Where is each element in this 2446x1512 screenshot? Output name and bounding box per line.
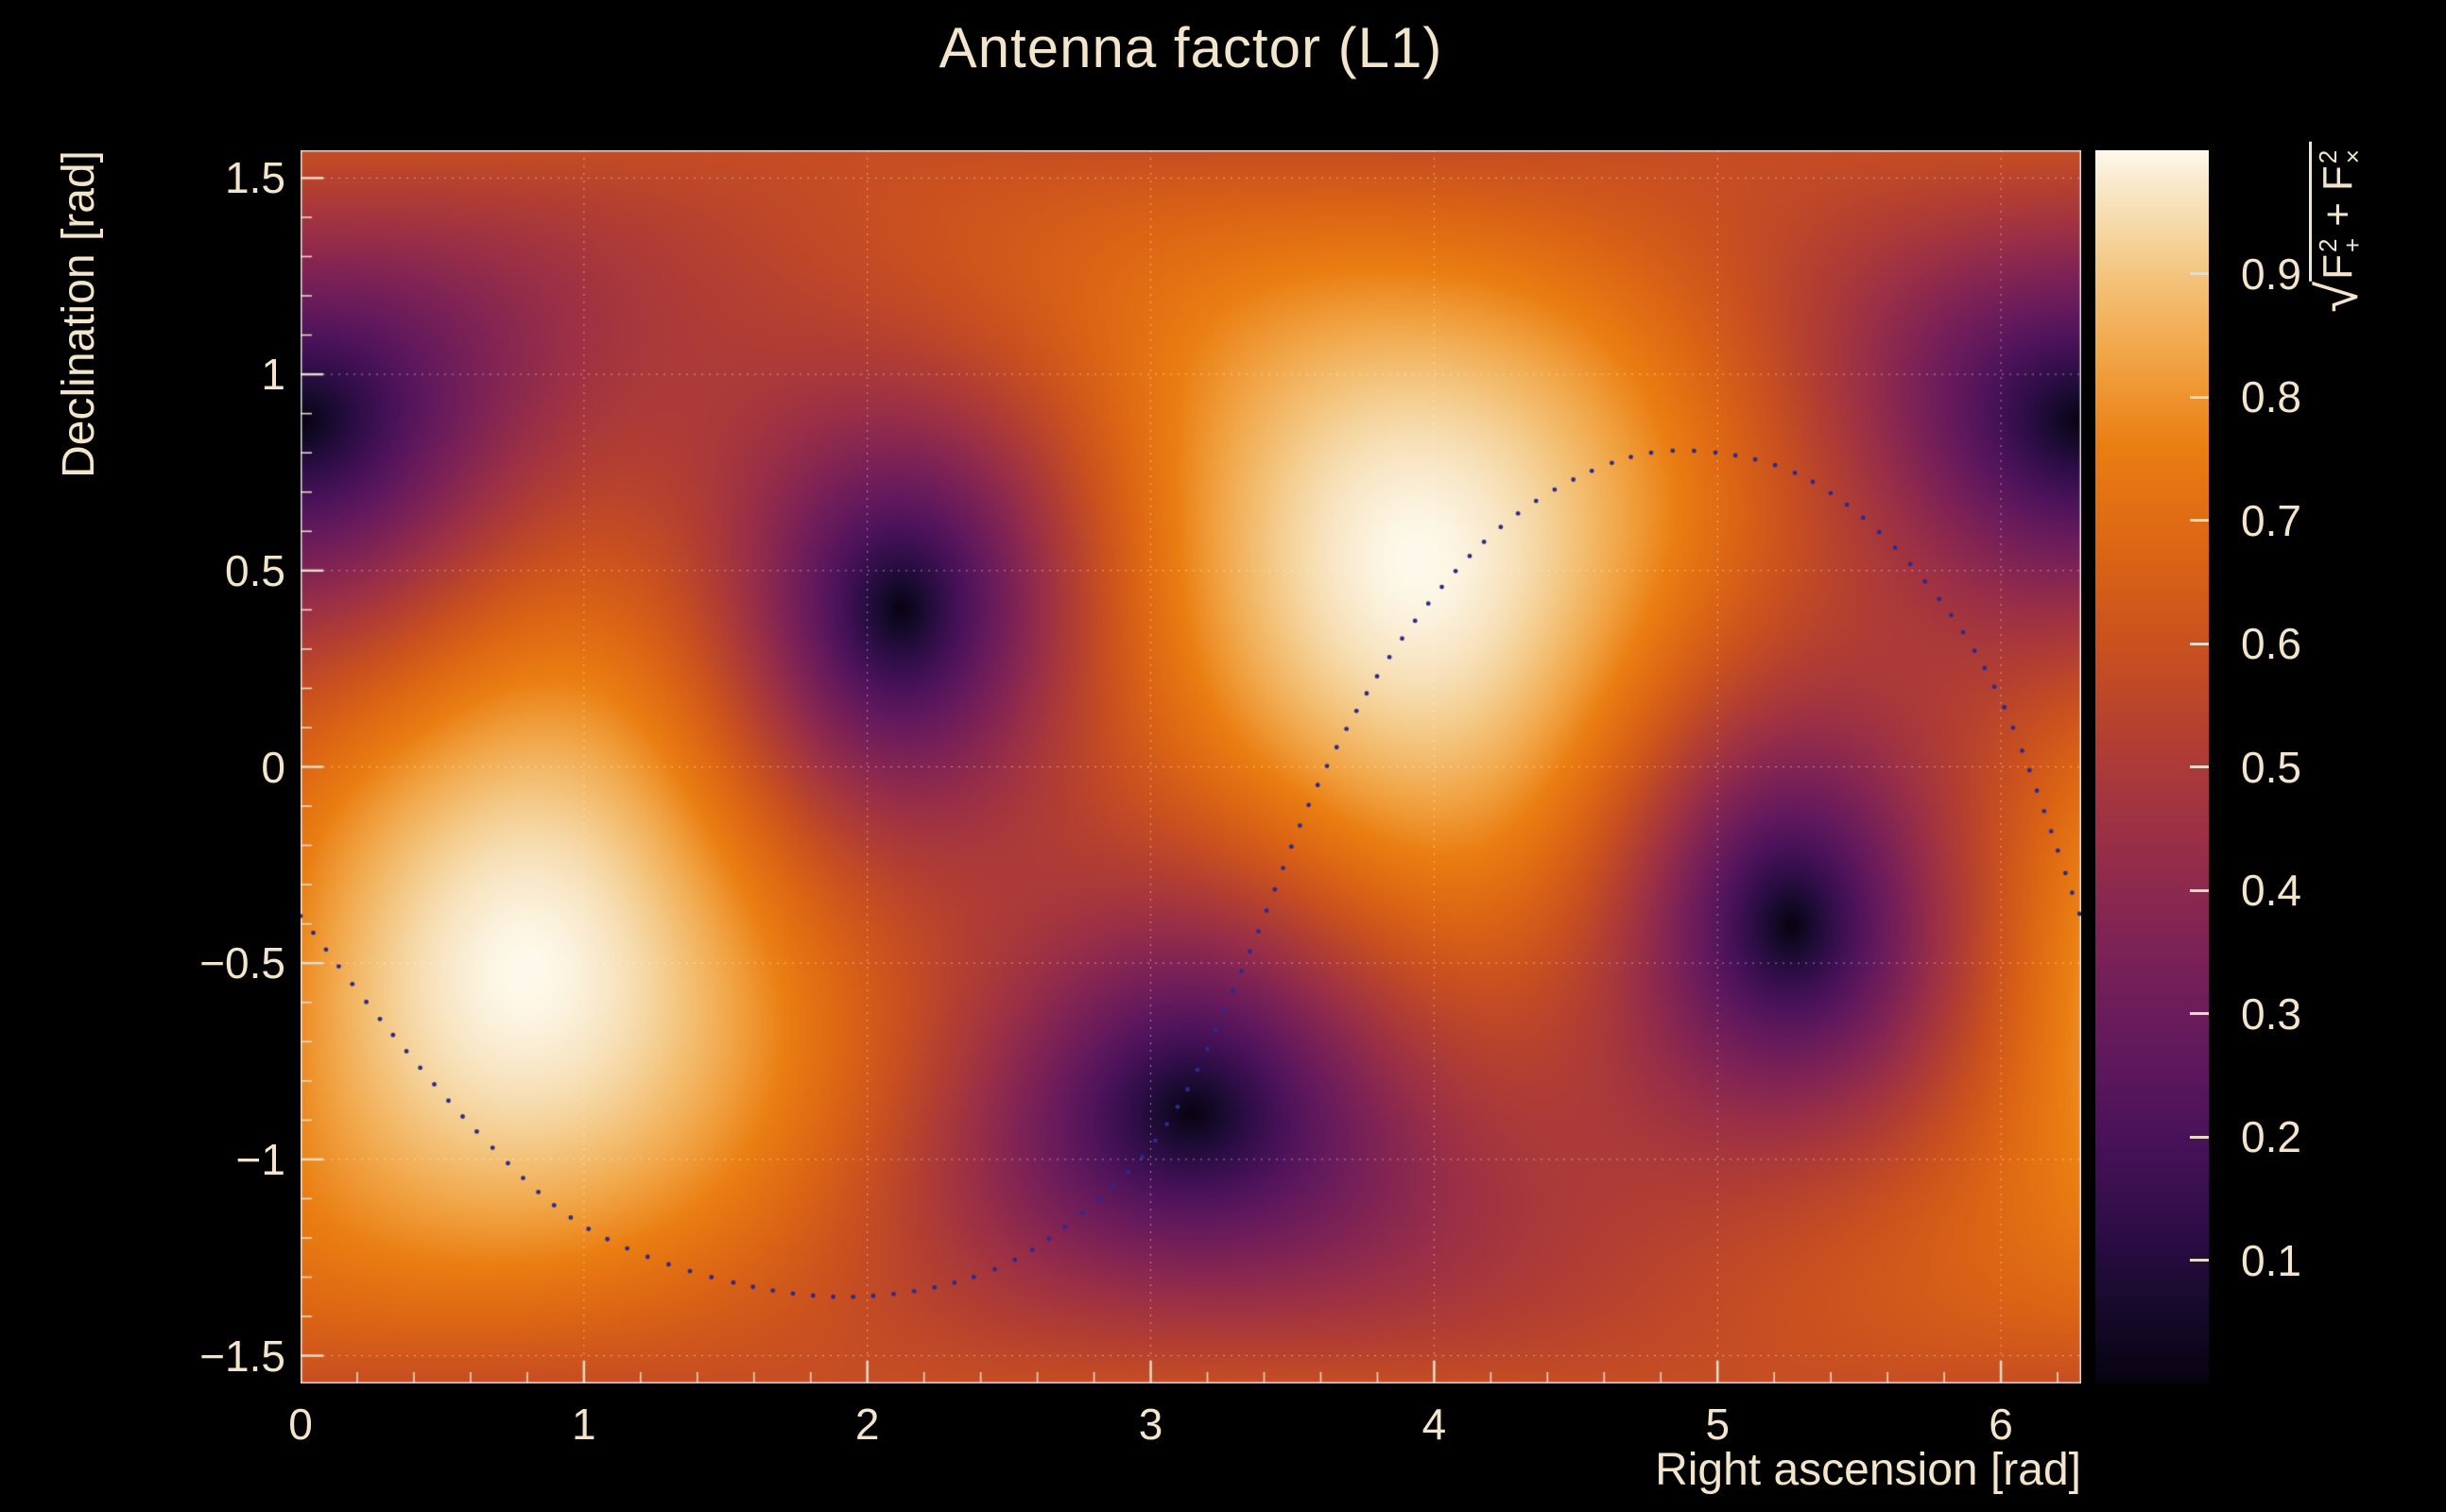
x-tick-label: 0 (288, 1400, 313, 1449)
superscript-2: 2 (2313, 149, 2342, 164)
subscript-cross: × (2338, 149, 2368, 164)
x-tick-label: 1 (572, 1400, 596, 1449)
z-tick-label: 0.3 (2241, 988, 2301, 1039)
colorbar-tick (2190, 765, 2209, 768)
colorbar-tick (2190, 1135, 2209, 1139)
plus-operator: + (2315, 202, 2361, 227)
x-axis-title: Right ascension [rad] (1655, 1445, 2081, 1495)
colorbar-tick (2190, 888, 2209, 892)
y-tick-label: 1 (261, 350, 285, 400)
z-tick-label: 0.8 (2241, 372, 2301, 421)
y-axis-title: Declination [rad] (54, 150, 104, 478)
colorbar-tick (2190, 1012, 2209, 1015)
colorbar-tick (2190, 272, 2209, 275)
fcross-scripts: 2 × (2313, 149, 2368, 164)
x-tick-label: 5 (1705, 1400, 1731, 1449)
fcross-term: F (2315, 165, 2361, 192)
y-tick-label: −1 (235, 1134, 285, 1184)
x-tick-label: 3 (1138, 1400, 1163, 1449)
fplus-scripts: 2 + (2313, 237, 2368, 252)
z-tick-label: 0.7 (2241, 495, 2301, 545)
y-tick-label: 0.5 (225, 545, 285, 595)
plot-overlay-canvas (301, 150, 2081, 1383)
y-tick-label: −1.5 (199, 1331, 285, 1381)
colorbar-tick (2190, 1259, 2209, 1262)
y-tick-label: −0.5 (199, 938, 285, 988)
z-tick-label: 0.4 (2241, 866, 2301, 915)
sqrt-symbol: √ (2306, 281, 2369, 313)
colorbar-tick (2190, 642, 2209, 645)
y-tick-label: 1.5 (225, 153, 285, 203)
fplus-term: F (2315, 253, 2361, 280)
colorbar-tick (2190, 395, 2209, 399)
x-tick-label: 2 (854, 1400, 880, 1449)
z-tick-label: 0.6 (2241, 619, 2301, 668)
superscript-2: 2 (2313, 238, 2342, 252)
z-tick-label: 0.2 (2241, 1112, 2301, 1161)
y-tick-label: 0 (261, 742, 285, 792)
x-tick-label: 6 (1989, 1400, 2013, 1449)
chart-title: Antenna factor (L1) (939, 16, 1443, 79)
subscript-plus: + (2338, 237, 2368, 252)
sqrt-radicand: F 2 + +F 2 × (2309, 142, 2367, 282)
z-tick-label: 0.1 (2241, 1235, 2301, 1285)
x-tick-label: 4 (1421, 1400, 1447, 1449)
z-tick-label: 0.5 (2241, 742, 2301, 792)
z-axis-title: √F 2 + +F 2 × (2306, 142, 2369, 313)
z-tick-label: 0.9 (2241, 249, 2301, 299)
colorbar-tick (2190, 519, 2209, 522)
